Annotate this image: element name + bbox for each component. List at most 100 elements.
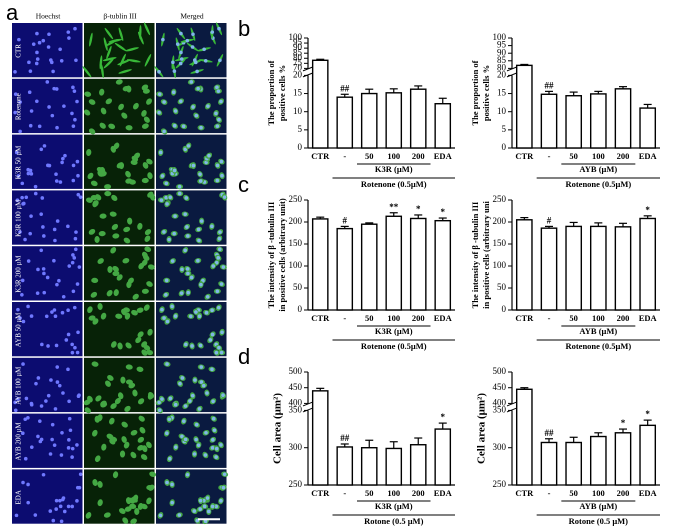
x-tick-label: 100 <box>387 151 400 161</box>
nucleus <box>190 45 195 49</box>
significance-mark: # <box>547 215 552 225</box>
nucleus <box>211 438 215 442</box>
cell-body <box>122 258 130 264</box>
x-tick-label: 200 <box>617 151 630 161</box>
axis-break <box>302 401 314 407</box>
y-tick-label: 450 <box>493 382 507 392</box>
cell-body <box>137 436 145 443</box>
nucleus <box>177 191 182 196</box>
nucleus <box>190 393 195 398</box>
axis-break <box>506 401 518 407</box>
nucleus <box>175 42 180 46</box>
nucleus <box>178 381 182 386</box>
y-tick-label: 300 <box>289 442 303 452</box>
cell-body <box>119 450 126 458</box>
cell-body <box>109 417 115 425</box>
nucleus <box>27 60 31 65</box>
nucleus <box>186 271 190 276</box>
bar <box>336 446 354 486</box>
cell-body <box>126 59 141 63</box>
nucleus <box>51 69 55 74</box>
nucleus <box>186 290 191 295</box>
nucleus <box>39 437 44 442</box>
nucleus <box>28 123 33 128</box>
axis-break <box>302 72 314 78</box>
nucleus <box>70 260 75 265</box>
cell-body <box>134 507 140 515</box>
x-tick-label: - <box>343 151 346 161</box>
row-label: AYB 50 μM <box>15 312 23 347</box>
nucleus <box>196 443 201 447</box>
nucleus <box>164 195 168 200</box>
nucleus <box>179 99 183 104</box>
nucleus <box>44 399 48 403</box>
cell-body <box>121 308 127 316</box>
x-tick-label: - <box>548 151 551 161</box>
nucleus <box>218 230 222 234</box>
nucleus <box>34 61 39 66</box>
nucleus <box>50 113 55 118</box>
nucleus <box>36 376 41 380</box>
micrograph <box>12 23 83 78</box>
nucleus <box>171 60 175 65</box>
significance-mark: * <box>441 412 446 422</box>
cell-body <box>92 479 98 486</box>
nucleus <box>50 422 55 427</box>
cell-body <box>121 112 128 119</box>
nucleus <box>49 60 54 65</box>
nucleus <box>57 278 61 283</box>
nucleus <box>172 123 177 128</box>
y-tick-label: 85 <box>293 47 303 57</box>
cell-body <box>133 152 141 159</box>
cell-body <box>137 502 144 510</box>
nucleus <box>28 231 32 236</box>
cell-body <box>113 289 119 297</box>
cell-body <box>120 376 126 384</box>
nucleus <box>172 168 177 173</box>
cell-body <box>146 441 152 449</box>
nucleus <box>58 504 63 509</box>
nucleus <box>51 518 56 523</box>
nucleus <box>29 314 34 318</box>
nucleus <box>190 344 194 348</box>
group-label: AYB (μM) <box>579 326 617 336</box>
cell-body <box>132 293 139 300</box>
nucleus <box>70 342 74 347</box>
x-tick-label: 50 <box>365 488 374 498</box>
cell-body <box>97 302 103 310</box>
cell-body <box>146 158 153 165</box>
significance-mark: * <box>645 409 650 419</box>
cell-body <box>128 382 136 389</box>
x-tick-label: CTR <box>515 488 534 498</box>
nucleus <box>186 234 190 238</box>
nucleus <box>217 247 222 252</box>
cell-body <box>111 341 117 348</box>
cell-body <box>111 223 119 230</box>
bar <box>565 95 583 149</box>
bar <box>360 223 378 311</box>
nucleus <box>185 472 190 477</box>
nucleus <box>77 265 82 269</box>
nucleus <box>48 452 53 456</box>
cell-body <box>137 331 144 338</box>
y-tick-label: 350 <box>493 404 507 414</box>
cell-body <box>97 499 103 507</box>
cell-body <box>99 88 105 96</box>
nucleus <box>198 507 202 511</box>
y-axis-label: The proportion of <box>470 60 480 125</box>
nucleus <box>33 184 38 189</box>
nucleus <box>162 230 166 234</box>
y-tick-label: 250 <box>493 194 507 204</box>
nucleus <box>18 129 22 134</box>
x-tick-label: 200 <box>617 313 630 323</box>
nucleus <box>199 365 204 369</box>
nucleus <box>184 196 189 200</box>
nucleus <box>66 446 71 450</box>
nucleus <box>60 310 65 315</box>
y-axis-label: positive cells % <box>277 65 287 121</box>
y-tick-label: 500 <box>289 366 303 376</box>
nucleus <box>165 480 169 485</box>
cell-body <box>148 484 155 491</box>
nucleus <box>195 69 199 74</box>
